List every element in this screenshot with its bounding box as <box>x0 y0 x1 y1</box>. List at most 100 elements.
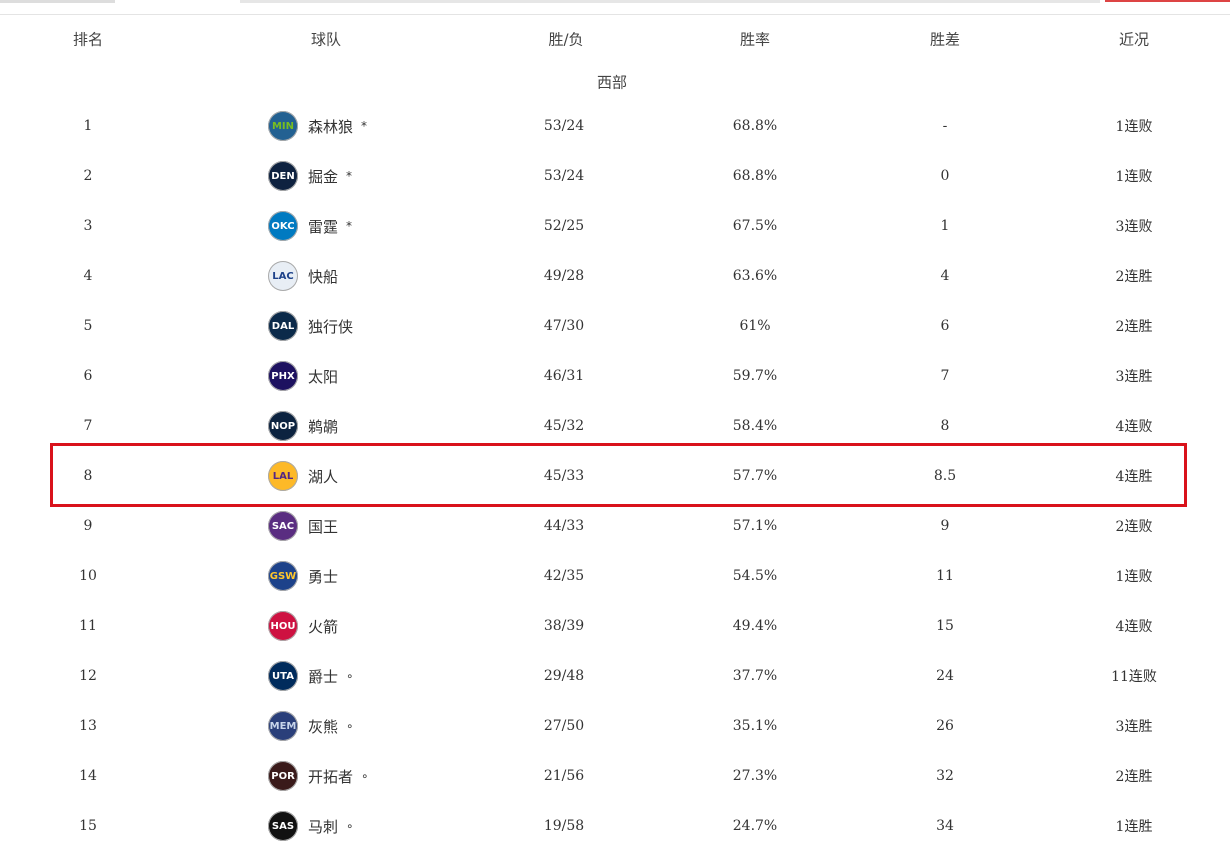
team-cell[interactable]: GSW 勇士 <box>268 561 346 591</box>
record-cell: 53/24 <box>543 118 585 134</box>
streak-cell: 3连胜 <box>1115 369 1153 385</box>
team-logo-icon: LAL <box>268 461 298 491</box>
team-name: 火箭 <box>308 617 339 636</box>
gb-cell: 4 <box>940 268 950 284</box>
team-cell[interactable]: LAL 湖人 <box>268 461 346 491</box>
team-mark: ∘ <box>346 819 354 833</box>
team-logo-icon: SAC <box>268 511 298 541</box>
team-name: 爵士 <box>308 667 339 686</box>
team-name: 国王 <box>308 517 339 536</box>
team-cell[interactable]: DEN 掘金 * <box>268 161 352 191</box>
team-cell[interactable]: MIN 森林狼 * <box>268 111 367 141</box>
team-name: 鹈鹕 <box>308 417 339 436</box>
streak-cell: 11连败 <box>1111 669 1157 685</box>
team-logo-icon: UTA <box>268 661 298 691</box>
gb-cell: 6 <box>940 318 950 334</box>
gb-cell: 32 <box>936 768 954 784</box>
record-cell: 46/31 <box>543 368 585 384</box>
team-cell[interactable]: PHX 太阳 <box>268 361 346 391</box>
streak-cell: 2连败 <box>1115 519 1153 535</box>
record-cell: 21/56 <box>543 768 585 784</box>
streak-cell: 2连胜 <box>1115 769 1153 785</box>
team-cell[interactable]: OKC 雷霆 * <box>268 211 352 241</box>
pct-cell: 63.6% <box>732 268 778 284</box>
team-logo-icon: POR <box>268 761 298 791</box>
rank-cell: 15 <box>79 818 97 834</box>
team-mark: * <box>346 219 353 233</box>
pct-cell: 59.7% <box>732 368 778 384</box>
pct-cell: 58.4% <box>732 418 778 434</box>
team-name: 快船 <box>308 267 339 286</box>
header-team: 球队 <box>310 30 342 49</box>
highlight-box <box>50 443 1187 507</box>
team-cell[interactable]: LAC 快船 <box>268 261 346 291</box>
streak-cell: 3连胜 <box>1115 719 1153 735</box>
header-streak: 近况 <box>1118 30 1150 49</box>
team-cell[interactable]: POR 开拓者 ∘ <box>268 761 369 791</box>
team-name: 独行侠 <box>308 317 354 336</box>
team-cell[interactable]: SAC 国王 <box>268 511 346 541</box>
team-mark: ∘ <box>361 769 369 783</box>
team-logo-icon: HOU <box>268 611 298 641</box>
rank-cell: 9 <box>83 518 93 534</box>
streak-cell: 1连败 <box>1115 119 1153 135</box>
pct-cell: 67.5% <box>732 218 778 234</box>
streak-cell: 4连败 <box>1115 419 1153 435</box>
record-cell: 49/28 <box>543 268 585 284</box>
team-name: 太阳 <box>308 367 339 386</box>
streak-cell: 2连胜 <box>1115 269 1153 285</box>
conference-label: 西部 <box>596 73 628 92</box>
pct-cell: 49.4% <box>732 618 778 634</box>
gb-cell: 8 <box>940 418 950 434</box>
rank-cell: 11 <box>79 618 97 634</box>
team-cell[interactable]: UTA 爵士 ∘ <box>268 661 354 691</box>
team-cell[interactable]: MEM 灰熊 ∘ <box>268 711 354 741</box>
team-logo-icon: MIN <box>268 111 298 141</box>
team-logo-icon: PHX <box>268 361 298 391</box>
team-logo-icon: SAS <box>268 811 298 841</box>
record-cell: 45/32 <box>543 418 585 434</box>
team-cell[interactable]: NOP 鹈鹕 <box>268 411 346 441</box>
streak-cell: 1连败 <box>1115 569 1153 585</box>
streak-cell: 4连败 <box>1115 619 1153 635</box>
gb-cell: 24 <box>936 668 954 684</box>
gb-cell: 11 <box>936 568 954 584</box>
rank-cell: 8 <box>83 468 93 484</box>
pct-cell: 27.3% <box>732 768 778 784</box>
gb-cell: 15 <box>936 618 954 634</box>
team-name: 马刺 <box>308 817 339 836</box>
header-gb: 胜差 <box>929 30 961 49</box>
header-pct: 胜率 <box>739 30 771 49</box>
header-record: 胜/负 <box>548 30 584 49</box>
rank-cell: 14 <box>79 768 97 784</box>
team-cell[interactable]: DAL 独行侠 <box>268 311 361 341</box>
team-logo-icon: MEM <box>268 711 298 741</box>
pct-cell: 68.8% <box>732 118 778 134</box>
team-logo-icon: OKC <box>268 211 298 241</box>
team-logo-icon: DAL <box>268 311 298 341</box>
team-name: 开拓者 <box>308 767 354 786</box>
pct-cell: 54.5% <box>732 568 778 584</box>
streak-cell: 1连胜 <box>1115 819 1153 835</box>
streak-cell: 1连败 <box>1115 169 1153 185</box>
team-cell[interactable]: SAS 马刺 ∘ <box>268 811 354 841</box>
rank-cell: 5 <box>83 318 93 334</box>
streak-cell: 4连胜 <box>1115 469 1153 485</box>
rank-cell: 2 <box>83 168 93 184</box>
team-mark: ∘ <box>346 719 354 733</box>
record-cell: 47/30 <box>543 318 585 334</box>
rank-cell: 6 <box>83 368 93 384</box>
team-logo-icon: LAC <box>268 261 298 291</box>
gb-cell: 34 <box>936 818 954 834</box>
team-cell[interactable]: HOU 火箭 <box>268 611 346 641</box>
team-name: 森林狼 <box>308 117 354 136</box>
team-name: 雷霆 <box>308 217 339 236</box>
team-name: 灰熊 <box>308 717 339 736</box>
pct-cell: 57.1% <box>732 518 778 534</box>
team-mark: * <box>346 169 353 183</box>
record-cell: 45/33 <box>543 468 585 484</box>
record-cell: 53/24 <box>543 168 585 184</box>
team-mark: ∘ <box>346 669 354 683</box>
record-cell: 19/58 <box>543 818 585 834</box>
record-cell: 44/33 <box>543 518 585 534</box>
